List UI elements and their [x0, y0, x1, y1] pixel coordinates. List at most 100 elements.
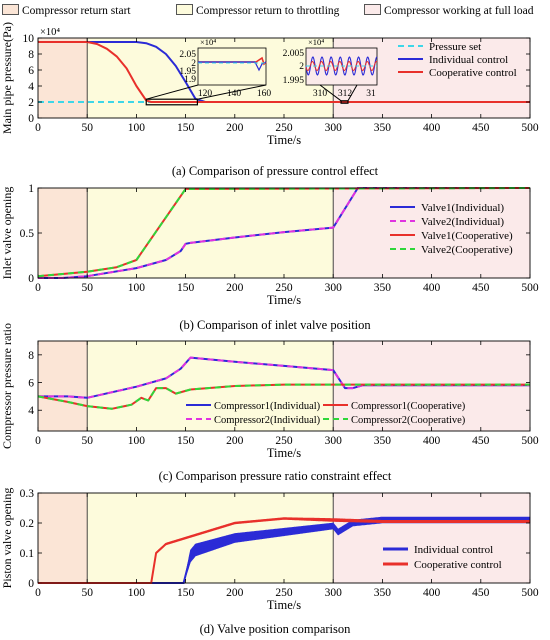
x-tick-label: 500 [521, 435, 539, 447]
series-line [38, 187, 530, 279]
x-tick-label: 100 [128, 282, 146, 294]
legend-label: Compressor1(Cooperative) [351, 401, 466, 412]
phase-region [38, 38, 88, 118]
inset-y-tick-label: 1.9 [184, 75, 196, 85]
x-axis-label: Time/s [267, 446, 301, 460]
x-axis-label: Time/s [267, 133, 301, 147]
y-tick-label: 6 [28, 378, 34, 390]
x-tick-label: 200 [226, 282, 244, 294]
x-tick-label: 0 [35, 435, 41, 447]
y-axis-label: Compressor pressure ratio [0, 323, 14, 449]
x-tick-label: 350 [374, 435, 392, 447]
x-tick-label: 250 [275, 435, 293, 447]
caption-c: (c) Comparison pressure ratio constraint… [158, 469, 392, 483]
phase-region [87, 493, 334, 583]
y-tick-label: 4 [28, 81, 34, 93]
y-tick-label: 8 [28, 350, 34, 362]
chart-a: 0 50 100 150 200 250 300 350 400 450 500 0 2 4 6 8 10 ×10… [0, 22, 539, 147]
x-tick-label: 350 [374, 122, 392, 134]
legend-label: Compressor2(Individual) [214, 415, 321, 426]
zoom-connector [347, 84, 358, 102]
x-tick-label: 100 [128, 122, 146, 134]
x-tick-label: 100 [128, 435, 146, 447]
x-tick-label: 150 [177, 587, 195, 599]
caption-a: (a) Comparison of pressure control effec… [171, 164, 379, 178]
x-tick-label: 500 [521, 122, 539, 134]
phase-region [333, 493, 530, 583]
x-tick-label: 50 [81, 435, 93, 447]
caption-d: (d) Valve position comparison [199, 622, 351, 636]
phase-swatch-throttling [176, 4, 193, 15]
x-tick-label: 300 [325, 435, 343, 447]
x-tick-label: 450 [472, 122, 490, 134]
inset-y-tick-label: 1.995 [283, 76, 305, 86]
zoom-box [340, 100, 349, 104]
x-tick-label: 450 [472, 282, 490, 294]
y-tick-label: 0.3 [20, 488, 35, 500]
y-tick-label: 4 [28, 405, 34, 417]
x-tick-label: 150 [177, 282, 195, 294]
inset-series [305, 56, 378, 76]
phase-region [38, 188, 88, 278]
x-tick-label: 500 [521, 282, 539, 294]
x-tick-label: 400 [423, 122, 441, 134]
inset-x-tick-label: 31 [366, 89, 376, 99]
x-tick-label: 150 [177, 435, 195, 447]
chart-c: 0 50 100 150 200 250 300 350 400 450 500 4 6 8 Time/s C… [0, 323, 539, 460]
zoom-box [145, 98, 199, 106]
legend-label: Compressor1(Individual) [214, 401, 321, 412]
y-tick-label: 0.2 [20, 518, 35, 530]
x-tick-label: 350 [374, 587, 392, 599]
inset-y-tick-label: 2.005 [283, 49, 305, 59]
legend-label: Valve1(Cooperative) [421, 230, 513, 242]
chart-d: 0 50 100 150 200 250 300 350 400 450 500 0 0.1 0.2 0.3… [0, 488, 539, 612]
phase-region [38, 341, 88, 431]
x-axis-label: Time/s [267, 598, 301, 612]
series-line [38, 41, 530, 103]
legend-label: Individual control [429, 54, 508, 66]
y-axis-label: Inlet valve opening [0, 187, 14, 280]
y-tick-label: 0 [28, 578, 34, 590]
y-tick-label: 2 [28, 97, 34, 109]
zoom-connector [197, 84, 267, 100]
x-tick-label: 250 [275, 282, 293, 294]
x-tick-label: 50 [81, 122, 93, 134]
inset-x-tick-label: 160 [257, 89, 272, 99]
legend-label: Valve2(Individual) [421, 216, 504, 228]
inset-exponent-label: ×10⁴ [200, 37, 216, 47]
series-line [37, 383, 530, 410]
inset-y-tick-label: 2 [299, 62, 304, 72]
series-line [38, 356, 530, 399]
zoom-connector [146, 84, 199, 100]
phase-legend-item: Compressor return to throttling [176, 3, 339, 19]
inset-y-tick-label: 1.95 [179, 67, 196, 77]
caption-b: (b) Comparison of inlet valve position [179, 318, 371, 332]
x-tick-label: 450 [472, 587, 490, 599]
legend-label: Cooperative control [429, 67, 517, 79]
x-tick-label: 0 [35, 587, 41, 599]
x-tick-label: 300 [325, 282, 343, 294]
inset-x-tick-label: 310 [313, 89, 328, 99]
y-tick-label: 10 [23, 33, 35, 45]
phase-legend-item: Compressor working at full load [364, 3, 533, 19]
x-tick-label: 400 [423, 435, 441, 447]
phase-label-fullload: Compressor working at full load [384, 5, 534, 17]
chart-b: 0 50 100 150 200 250 300 350 400 450 500 0 0.5 1 Time/… [0, 183, 539, 307]
phase-legend-item: Compressor return start [2, 3, 131, 19]
y-tick-label: 6 [28, 65, 34, 77]
y-tick-label: 0.5 [20, 228, 35, 240]
y-tick-label: 8 [28, 49, 34, 61]
phase-label-throttling: Compressor return to throttling [196, 5, 340, 17]
legend-label: Valve2(Cooperative) [421, 244, 513, 256]
x-tick-label: 500 [521, 587, 539, 599]
x-tick-label: 450 [472, 435, 490, 447]
legend-label: Pressure set [429, 41, 481, 53]
legend-label: Individual control [414, 544, 493, 556]
y-axis-label: Main pipe pressure(Pa) [0, 22, 14, 134]
phase-region [38, 493, 88, 583]
inset-y-tick-label: 2.05 [179, 50, 196, 60]
x-tick-label: 200 [226, 435, 244, 447]
series-line [38, 517, 530, 584]
y-tick-label: 0 [28, 113, 34, 125]
